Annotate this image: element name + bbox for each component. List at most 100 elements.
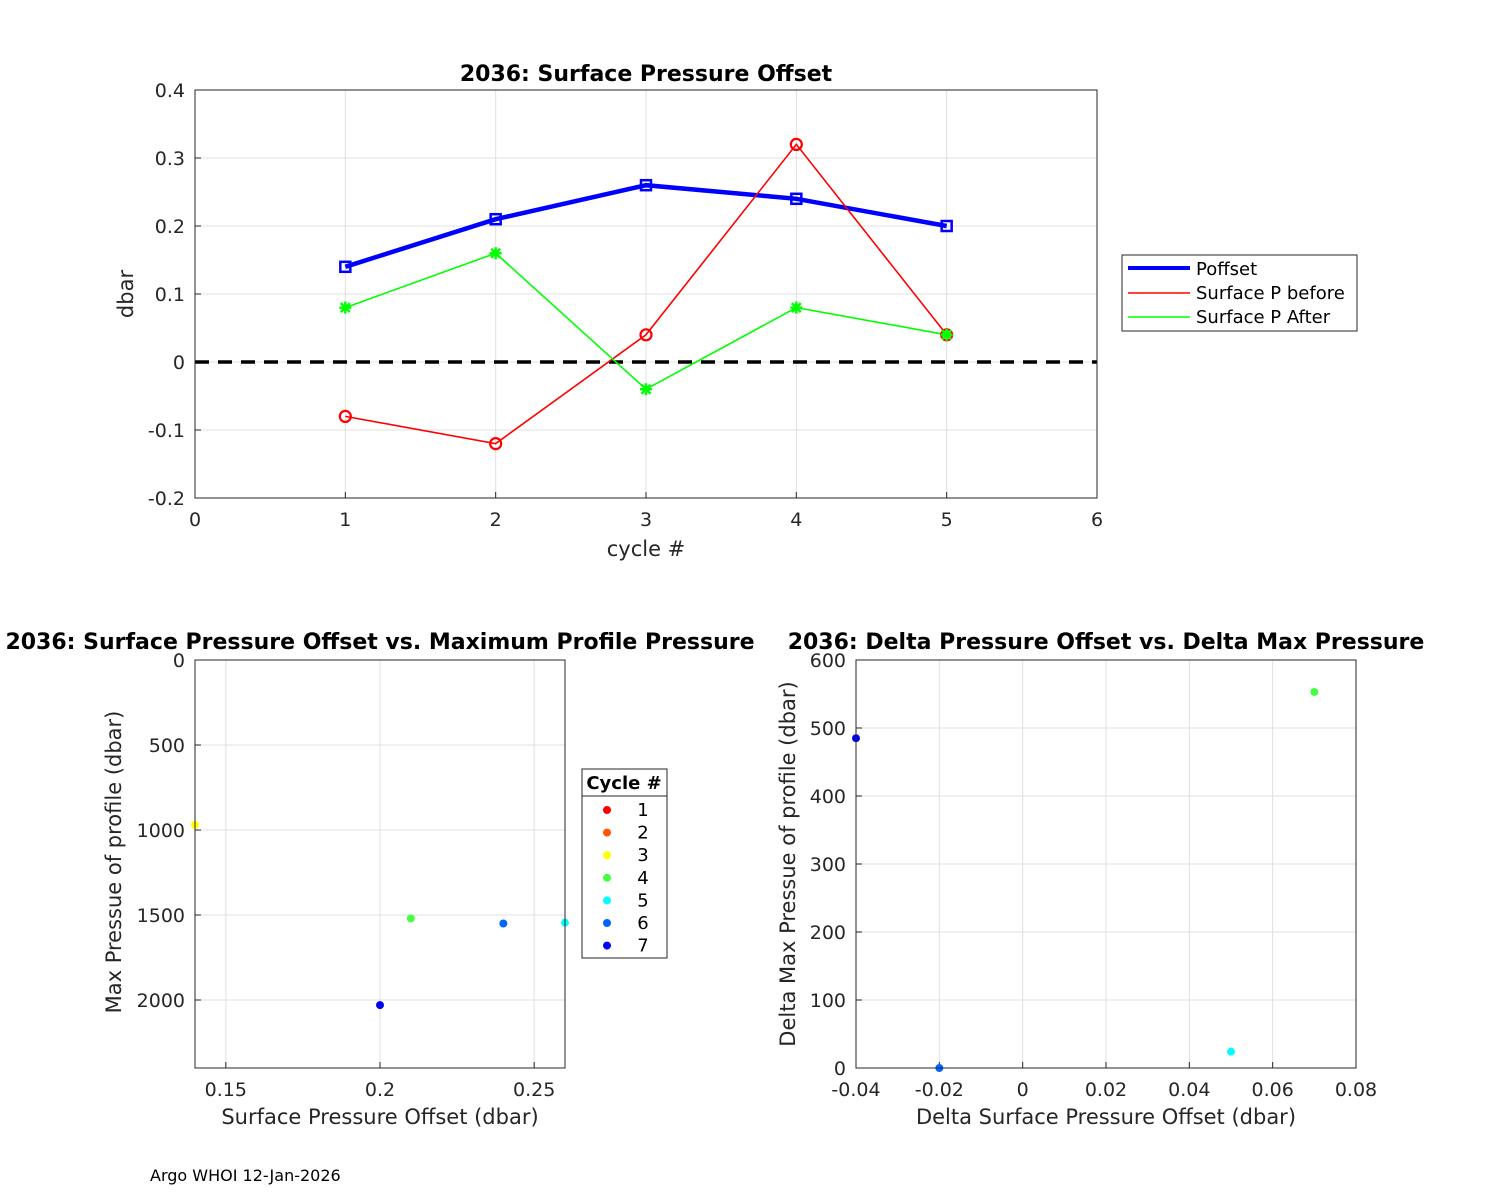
series-1-marker [339,260,352,274]
y-tick-label: 0 [173,650,185,672]
scatter-point [1310,687,1319,696]
star-stroke [490,247,502,259]
y-tick-label: 500 [810,718,846,740]
series-group [338,137,954,451]
series-3-marker [790,301,803,314]
x-tick-label: 0.2 [365,1079,395,1101]
y-tick-label: 0 [834,1058,846,1080]
legend-marker [603,828,611,837]
y-axis-label: Delta Max Pressue of profile (dbar) [776,681,800,1046]
series-1-marker [790,192,803,206]
x-tick-label: 0.25 [513,1079,555,1101]
y-axis-label: dbar [114,270,138,319]
x-tick-label: 0.15 [205,1079,247,1101]
axes-frame [194,659,566,1069]
series-3-marker [940,328,953,341]
series-2-marker [789,137,803,151]
legend-item-label: 3 [637,845,648,866]
legend-marker [603,896,611,905]
chart-title: 2036: Surface Pressure Offset vs. Maximu… [5,630,754,655]
x-tick-label: 0 [189,509,201,531]
x-tick-label: -0.02 [915,1079,964,1101]
y-tick-label: 0.4 [155,80,185,102]
y-tick-label: 2000 [137,990,185,1012]
legend-title: Cycle # [586,773,661,794]
x-tick-label: 0.04 [1168,1079,1210,1101]
series-1-marker [940,219,953,233]
series-3-marker [640,383,652,396]
series-1-marker [639,178,653,192]
y-tick-label: 1500 [137,905,185,927]
legend-marker [603,851,611,860]
legend-item-label: 2 [637,823,648,844]
legend-box [581,768,668,959]
star-stroke [941,329,953,341]
x-axis-label: cycle # [607,537,686,561]
y-tick-label: -0.1 [148,420,185,442]
scatter-point [1227,1047,1235,1056]
legend-label-surface-p-before: Surface P before [1196,283,1345,304]
y-tick-label: 200 [810,922,846,944]
legend-marker [603,919,611,927]
y-tick-label: 100 [810,990,846,1012]
x-tick-label: 6 [1091,509,1103,531]
tick-labels: -0.04 -0.02 0 0.02 0.04 0.06 0.08 0 100 200 300 400… [810,650,1377,1101]
legend-item-label: 1 [637,800,648,821]
y-tick-label: -0.2 [148,488,185,510]
series-1-marker [489,212,502,226]
y-tick-label: 300 [810,854,846,876]
footer-caption: Argo WHOI 12-Jan-2026 [150,1166,341,1185]
legend-label-poffset: Poffset [1196,259,1257,280]
delta-offset-vs-delta-max-pressure-chart: -0.04 -0.02 0 0.02 0.04 0.06 0.08 0 100 200 300 400… [776,630,1424,1129]
chart-title: 2036: Delta Pressure Offset vs. Delta Ma… [788,630,1425,655]
series-2-marker [639,328,653,342]
star-stroke [790,302,802,313]
scatter-point [376,1001,384,1010]
surface-pressure-offset-chart: 0 1 2 3 4 5 6 -0.2 -0.1 0 0.1 0.2 0.3 0.4 2036: Surfa… [114,62,1358,561]
tick-labels: 0 1 2 3 4 5 6 -0.2 -0.1 0 0.1 0.2 0.3 0.4 [148,80,1103,531]
series-3-marker [339,301,352,314]
x-tick-label: 0.08 [1335,1079,1377,1101]
series-2-marker [338,409,352,423]
x-axis-label: Delta Surface Pressure Offset (dbar) [916,1105,1296,1129]
x-tick-label: 2 [490,509,502,531]
y-tick-label: 1000 [137,820,185,842]
y-tick-label: 600 [810,650,846,672]
x-tick-label: 1 [339,509,351,531]
legend-marker [603,941,611,950]
scatter-point [499,919,508,928]
y-axis-label: Max Pressue of profile (dbar) [102,711,126,1014]
series-3-marker [489,247,502,260]
scatter-point [406,914,415,923]
x-tick-label: 0 [1017,1079,1029,1101]
star-stroke [640,383,652,395]
y-tick-label: 0.2 [155,216,185,238]
x-tick-label: -0.04 [831,1079,880,1101]
offset-vs-max-pressure-chart: 0.15 0.2 0.25 0 500 1000 1500 2000 2036: Surfac… [5,630,754,1129]
x-tick-label: 3 [640,509,652,531]
x-tick-label: 0.02 [1085,1079,1127,1101]
legend-item-label: 4 [637,868,648,889]
y-tick-label: 0.1 [155,284,185,306]
axes-frame [194,89,1098,499]
y-tick-label: 400 [810,786,846,808]
y-tick-label: 0.3 [155,148,185,170]
legend-item-label: 5 [637,890,648,911]
star-stroke [339,302,351,313]
legend-item-label: 7 [637,936,648,957]
series-2-marker [489,437,503,451]
axes-frame [855,659,1357,1069]
tick-labels: 0.15 0.2 0.25 0 500 1000 1500 2000 [137,650,556,1101]
y-tick-label: 500 [149,735,185,757]
legend-marker [603,873,611,882]
x-tick-label: 0.06 [1252,1079,1294,1101]
y-tick-label: 0 [173,352,185,374]
x-tick-label: 4 [790,509,802,531]
legend-marker [603,806,611,814]
chart-title: 2036: Surface Pressure Offset [460,62,833,87]
x-tick-label: 5 [941,509,953,531]
legend-label-surface-p-after: Surface P After [1196,307,1331,328]
